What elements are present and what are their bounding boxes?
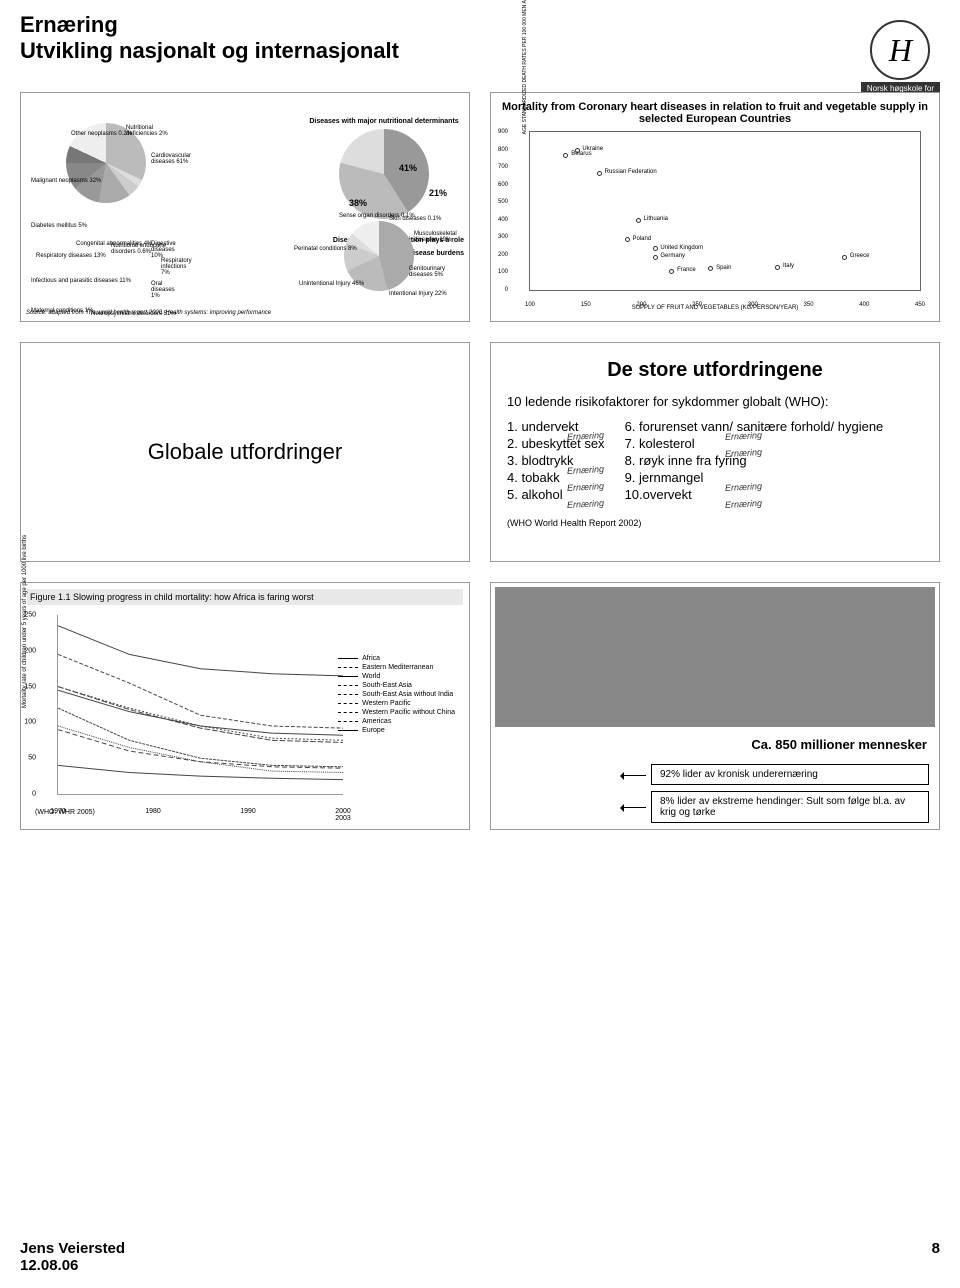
risk-factors-source: (WHO World Health Report 2002): [507, 518, 923, 528]
pie-panel: Malignant neoplasms 32%Other neoplasms 0…: [20, 92, 470, 322]
scatter-plot-area: AGE STANDARDIZED DEATH RATES PER 100 000…: [529, 131, 921, 291]
footer-author: Jens Veiersted: [20, 1240, 125, 1257]
footer-page: 8: [932, 1240, 940, 1274]
risk-factors-right-list: 6. forurenset vann/ sanitære forhold/ hy…: [625, 419, 884, 504]
linechart-legend: AfricaEastern MediterraneanWorldSouth-Ea…: [338, 655, 455, 736]
logo-letter: H: [870, 20, 930, 80]
malnutrition-title: Ca. 850 millioner mennesker: [491, 731, 939, 758]
risk-factors-sub: 10 ledende risikofaktorer for sykdommer …: [507, 394, 923, 409]
risk-factors-panel: De store utfordringene 10 ledende risiko…: [490, 342, 940, 562]
footer: Jens Veiersted 12.08.06 8: [20, 1240, 940, 1274]
challenges-title-panel: Globale utfordringer: [20, 342, 470, 562]
malnutrition-panel: Ca. 850 millioner mennesker 92% lider av…: [490, 582, 940, 830]
pie-source: Source: adapted from The world health re…: [26, 310, 271, 316]
info-box-1: 92% lider av kronisk underernæring: [651, 764, 929, 785]
page-title-1: Ernæring: [20, 12, 940, 38]
photo-placeholder: [495, 587, 935, 727]
info-box-2: 8% lider av ekstreme hendinger: Sult som…: [651, 791, 929, 823]
linechart-panel: Figure 1.1 Slowing progress in child mor…: [20, 582, 470, 830]
scatter-panel: Mortality from Coronary heart diseases i…: [490, 92, 940, 322]
page-title-2: Utvikling nasjonalt og internasjonalt: [20, 38, 940, 64]
challenges-title: Globale utfordringer: [148, 439, 342, 465]
pie-tertiary: Perinatal conditions 8%Sense organ disor…: [309, 221, 449, 291]
footer-date: 12.08.06: [20, 1257, 78, 1274]
risk-factors-left-list: 1. undervektErnæring2. ubeskyttet sex3. …: [507, 419, 605, 504]
pie-main: Malignant neoplasms 32%Other neoplasms 0…: [31, 123, 181, 223]
risk-factors-title: De store utfordringene: [507, 359, 923, 382]
scatter-title: Mortality from Coronary heart diseases i…: [499, 101, 931, 125]
linechart-title: Figure 1.1 Slowing progress in child mor…: [27, 589, 463, 605]
linechart-area: 050100150200250 1970198019902000 2003: [57, 615, 343, 795]
